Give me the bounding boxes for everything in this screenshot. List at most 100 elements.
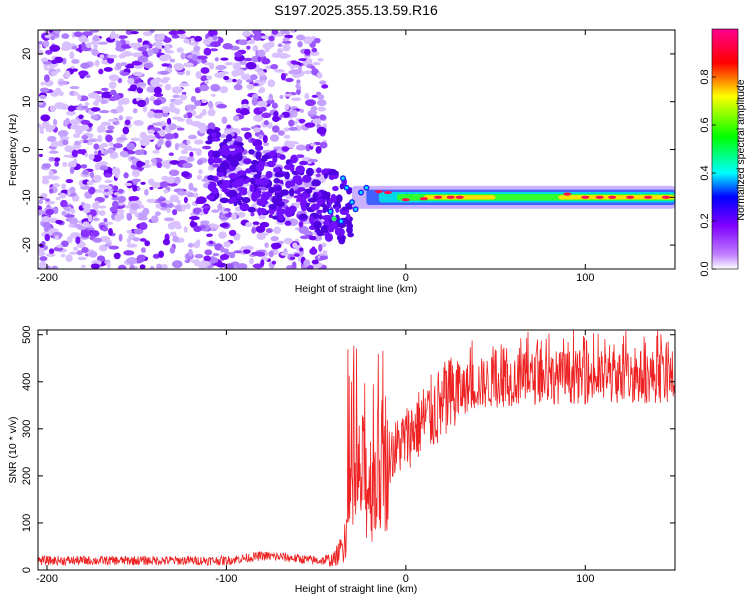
transition-blob [318, 214, 323, 220]
noise-blob [173, 62, 184, 71]
noise-blob [200, 67, 210, 74]
noise-blob [169, 58, 176, 63]
noise-blob [156, 161, 163, 169]
noise-blob [137, 37, 143, 43]
noise-blob [118, 53, 125, 59]
noise-blob [120, 97, 130, 105]
noise-blob [39, 94, 47, 100]
noise-blob [186, 192, 195, 198]
noise-blob [42, 61, 53, 65]
noise-blob [92, 34, 100, 43]
noise-blob [65, 110, 76, 116]
noise-blob [183, 114, 189, 119]
colorbar-tick-label: 0.4 [699, 165, 711, 180]
noise-blob [103, 149, 109, 156]
noise-blob [273, 226, 282, 235]
transition-blob [284, 171, 290, 180]
spectrogram-x-tick-label: -100 [215, 272, 237, 284]
transition-blob [289, 180, 295, 187]
noise-blob [208, 240, 214, 245]
noise-blob [188, 182, 194, 191]
transition-blob [216, 172, 225, 177]
noise-blob [200, 225, 206, 229]
noise-blob [194, 253, 204, 259]
noise-blob [319, 255, 329, 260]
noise-blob [234, 68, 245, 76]
noise-blob [135, 167, 145, 171]
noise-blob [64, 70, 71, 79]
noise-blob [52, 118, 58, 126]
noise-blob [290, 60, 298, 65]
noise-blob [261, 58, 271, 65]
noise-blob [194, 35, 203, 42]
noise-blob [132, 184, 138, 192]
noise-blob [158, 70, 170, 75]
noise-blob [108, 81, 117, 89]
noise-blob [277, 130, 285, 136]
noise-blob [165, 140, 172, 148]
noise-blob [136, 160, 143, 168]
noise-blob [311, 47, 318, 53]
noise-blob [246, 45, 251, 50]
snr-y-label: SNR (10 * v/v) [7, 416, 19, 483]
noise-blob [212, 163, 220, 168]
transition-blob [323, 192, 331, 200]
noise-blob [184, 259, 190, 263]
noise-blob [156, 33, 166, 38]
transition-core-bright [328, 210, 333, 214]
noise-blob [283, 134, 291, 139]
snr-y-tick-label: 300 [21, 420, 33, 438]
noise-blob [171, 34, 180, 39]
noise-blob [71, 58, 80, 65]
noise-blob [285, 77, 294, 83]
spectrogram-x-tick-label: 0 [403, 272, 409, 284]
noise-blob [271, 260, 277, 265]
transition-blob [330, 221, 338, 230]
noise-blob [139, 138, 150, 147]
noise-blob [190, 259, 200, 263]
noise-blob [64, 214, 75, 218]
noise-blob [147, 129, 155, 135]
noise-blob [60, 199, 68, 208]
noise-blob [80, 201, 86, 206]
transition-blob [288, 205, 297, 214]
noise-blob [213, 224, 220, 229]
noise-blob [98, 124, 106, 133]
carrier-hotspot [419, 197, 428, 201]
noise-blob [43, 74, 50, 82]
noise-blob [150, 78, 160, 87]
noise-blob [200, 75, 209, 82]
noise-blob [97, 41, 108, 45]
transition-blob [256, 187, 261, 193]
snr-x-label: Height of straight line (km) [295, 583, 418, 595]
noise-blob [82, 169, 89, 176]
noise-blob [207, 109, 216, 117]
noise-blob [103, 66, 113, 72]
noise-blob [229, 251, 236, 259]
noise-blob [48, 248, 55, 255]
colorbar-label: Normalized spectral amplitude [735, 79, 747, 220]
noise-blob [108, 96, 117, 102]
noise-blob [144, 240, 151, 247]
noise-blob [126, 257, 138, 265]
noise-blob [204, 249, 213, 256]
noise-blob [319, 80, 327, 85]
transition-blob [336, 194, 343, 203]
noise-blob [39, 260, 47, 269]
noise-blob [65, 254, 73, 262]
noise-blob [120, 44, 132, 49]
noise-blob [168, 30, 179, 36]
noise-blob [253, 33, 262, 41]
noise-blob [128, 87, 136, 92]
noise-blob [176, 127, 185, 131]
noise-blob [195, 148, 202, 157]
noise-blob [193, 192, 199, 198]
noise-blob [88, 138, 98, 143]
noise-blob [290, 30, 296, 34]
carrier-hotspot [434, 195, 443, 199]
noise-blob [232, 78, 237, 83]
noise-blob [169, 105, 176, 113]
noise-blob [99, 236, 111, 243]
spectrogram-y-tick-label: -20 [21, 237, 33, 253]
noise-blob [180, 52, 186, 60]
